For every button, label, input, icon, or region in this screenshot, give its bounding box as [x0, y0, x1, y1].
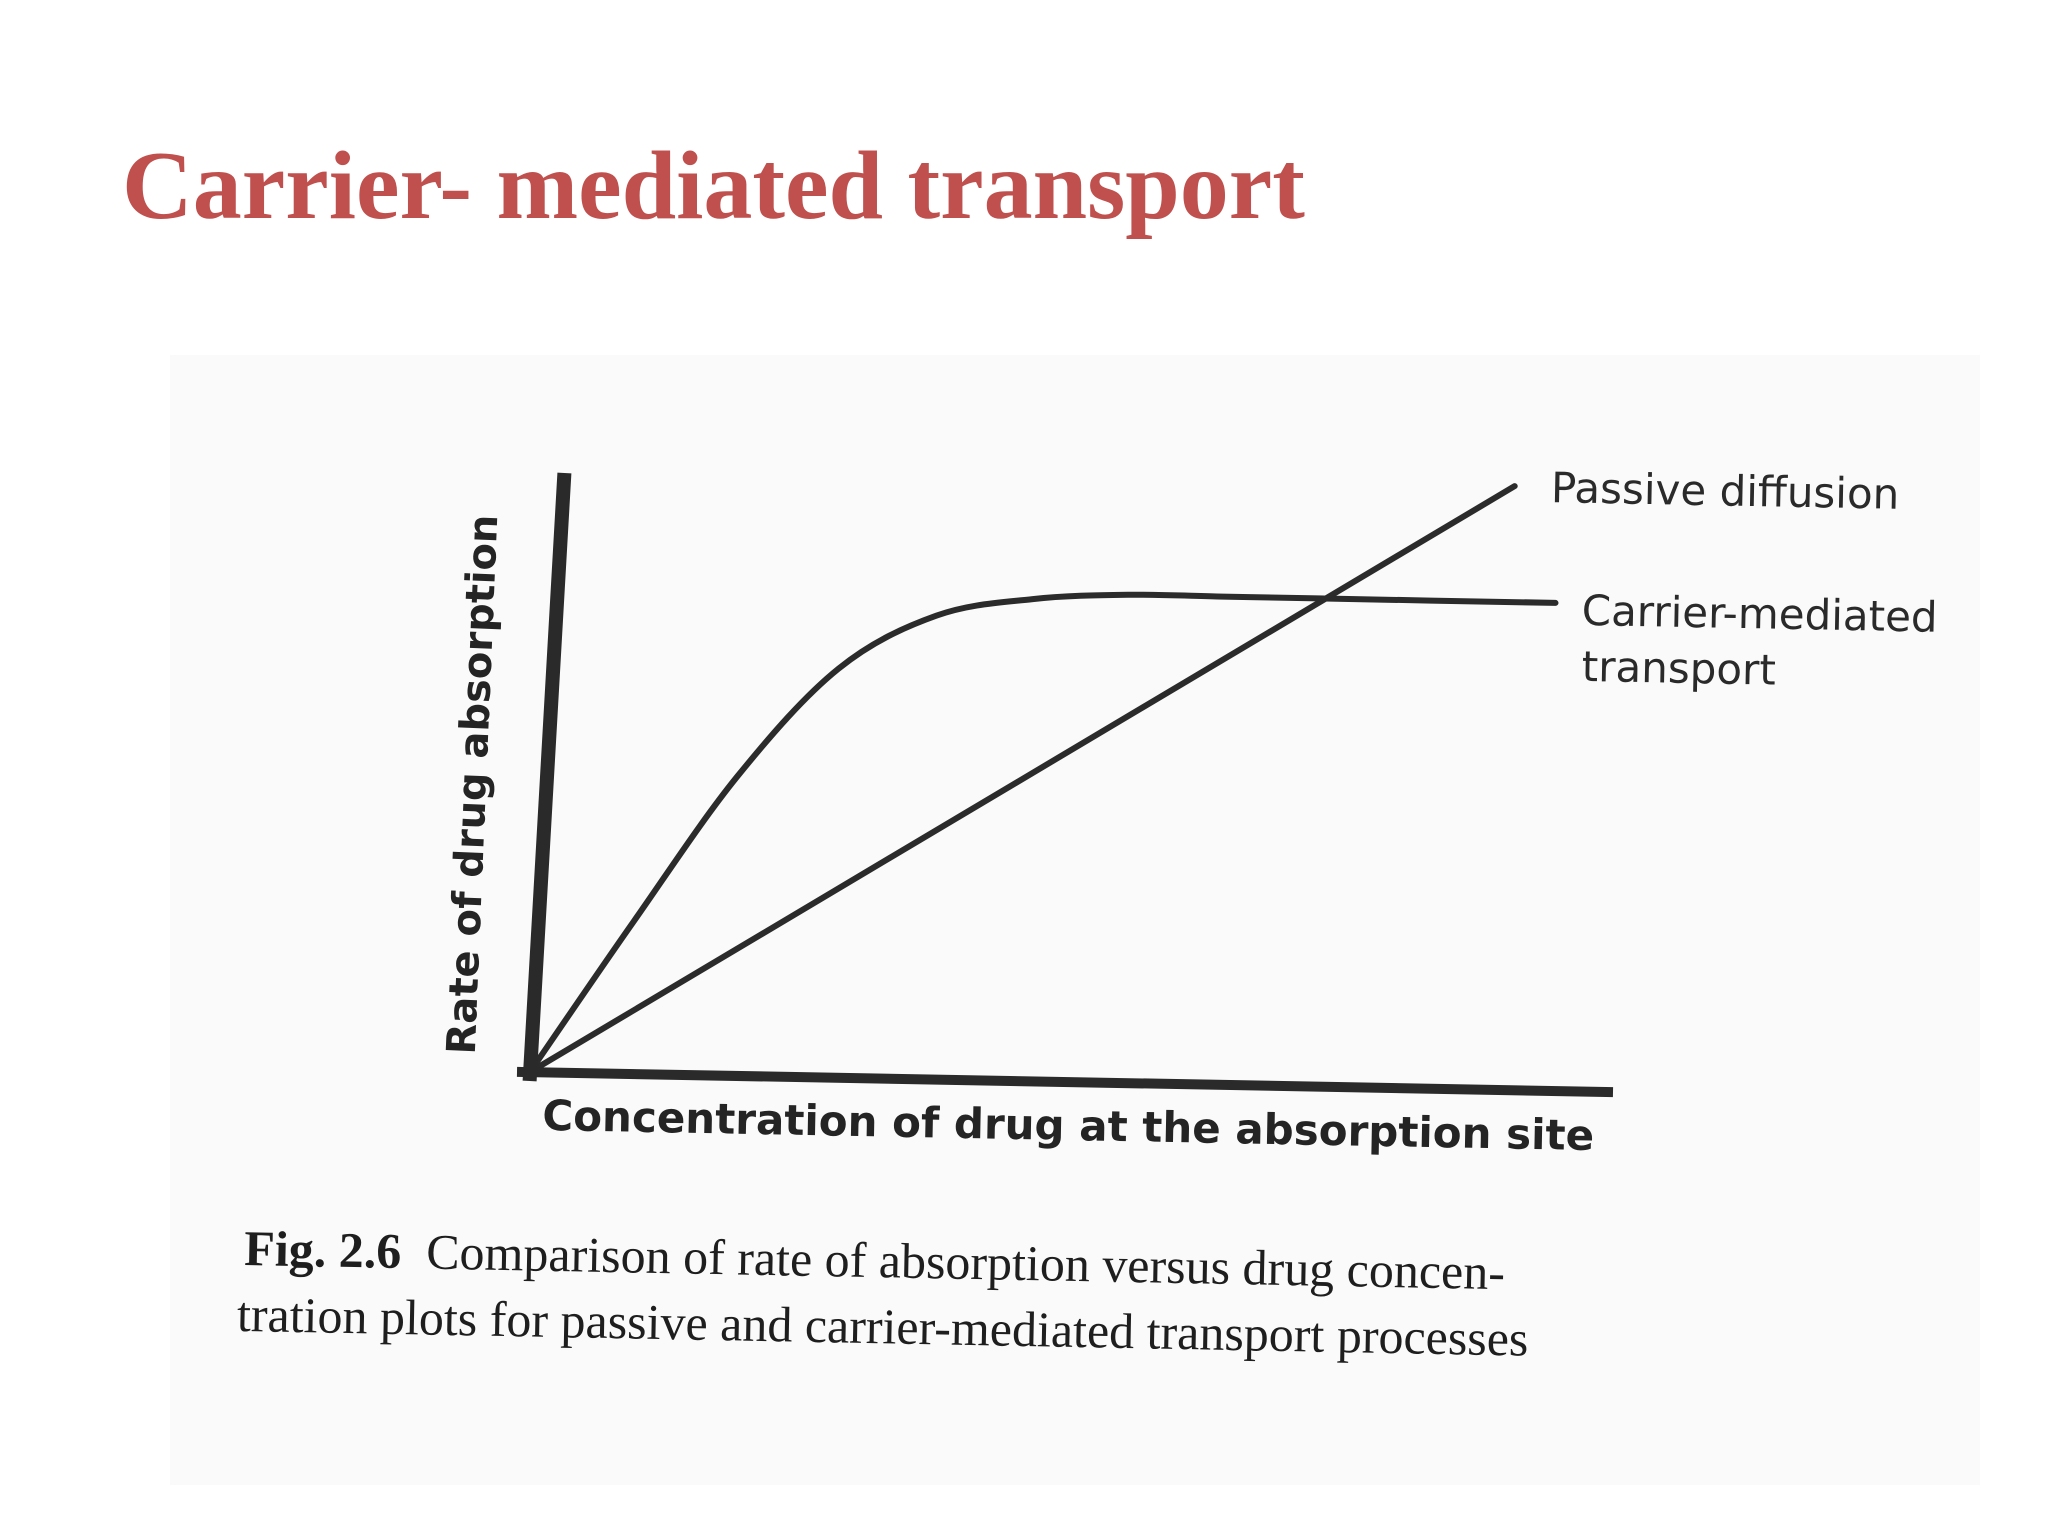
y-axis-title: Rate of drug absorption	[439, 514, 508, 1056]
carrier-mediated-transport-label-line-1: Carrier-mediated	[1581, 586, 1938, 642]
x-axis-title: Concentration of drug at the absorption …	[542, 1091, 1595, 1160]
carrier-mediated-transport-line	[527, 591, 1559, 1075]
passive-diffusion-label: Passive diffusion	[1551, 463, 1900, 519]
figure-scan-background	[170, 355, 1980, 1485]
series-label-layer: Passive diffusion Carrier-mediatedtranspo…	[1551, 463, 1939, 695]
x-axis	[516, 1066, 1614, 1098]
passive-diffusion-line	[527, 483, 1518, 1075]
y-axis	[522, 472, 572, 1082]
slide-title: Carrier- mediated transport	[122, 132, 1305, 240]
carrier-mediated-transport-label-line-2: transport	[1581, 642, 1776, 695]
series-layer	[527, 483, 1559, 1075]
caption-figure-number: Fig. 2.6	[243, 1219, 402, 1280]
